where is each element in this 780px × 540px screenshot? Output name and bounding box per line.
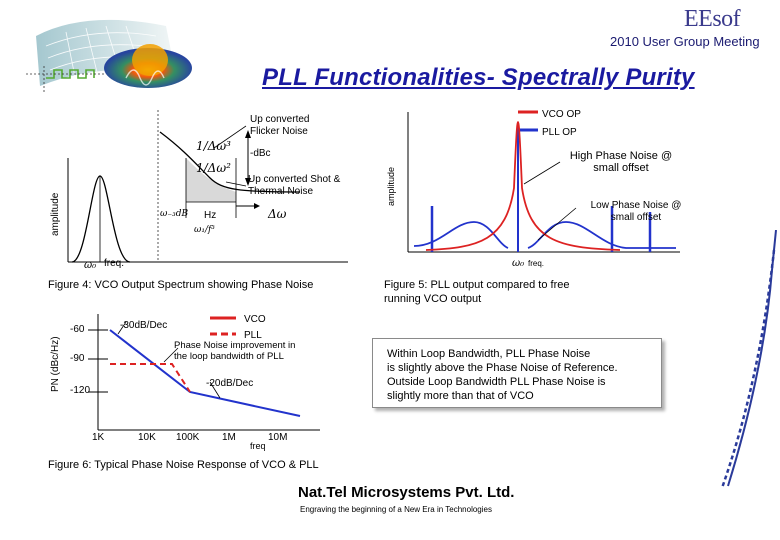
fig4-y-axis-label: amplitude: [50, 192, 61, 236]
fig5-caption: Figure 5: PLL output compared to free run…: [384, 279, 570, 305]
svg-text:ω₀: ω₀: [84, 260, 96, 271]
brand-logo: EEsof: [684, 6, 741, 32]
fig6-ytick-2: -90: [70, 353, 85, 364]
fig5-high-pn-label: High Phase Noise @ small offset: [569, 150, 673, 174]
diagonal-swoosh-icon: [720, 230, 777, 489]
svg-text:ω₋₃dB: ω₋₃dB: [160, 209, 188, 219]
fig6-y-axis-label: PN (dBc/Hz): [50, 336, 61, 392]
meeting-title: 2010 User Group Meeting: [610, 34, 760, 49]
company-tagline: Engraving the beginning of a New Era in …: [300, 505, 492, 514]
fig6-legend: VCO PLL: [244, 314, 266, 341]
fig4-caption: Figure 4: VCO Output Spectrum showing Ph…: [48, 279, 314, 291]
fig6-xtick-2: 10K: [138, 432, 156, 443]
figure4-plot: 1/Δω³ 1/Δω² Δω ω₋₃dB ω₁/f³ ω₀: [67, 110, 348, 271]
svg-text:Δω: Δω: [267, 207, 287, 221]
fig5-freq-label: freq.: [528, 259, 545, 268]
fig6-xtick-1: 1K: [92, 432, 105, 443]
fig6-xtick-3: 100K: [176, 432, 200, 443]
fig6-improvement-label: Phase Noise improvement in the loop bandw…: [174, 340, 296, 362]
fig5-legend: VCO OP PLL OP: [542, 109, 581, 138]
logo-graphic-icon: [26, 19, 192, 94]
fig6-x-label: freq: [250, 441, 266, 451]
fig6-xtick-4: 1M: [222, 432, 236, 443]
fig6-slope-30: -30dB/Dec: [120, 320, 168, 331]
loop-bandwidth-note: Within Loop Bandwidth, PLL Phase Noise is…: [372, 338, 662, 408]
fig5-y-axis-label: amplitude: [386, 166, 396, 206]
fig6-xtick-5: 10M: [268, 432, 288, 443]
fig6-ytick-3: -120: [70, 385, 91, 396]
fig6-caption: Figure 6: Typical Phase Noise Response o…: [48, 459, 319, 471]
figure5-plot: ω₀: [407, 110, 680, 269]
fig4-hz-label: Hz: [204, 210, 217, 221]
fig6-slope-20: -20dB/Dec: [206, 378, 254, 389]
fig4-shot-noise-label: Up converted Shot & Thermal Noise: [248, 174, 341, 197]
fig5-low-pn-label: Low Phase Noise @ small offset: [590, 200, 682, 223]
svg-text:ω₀: ω₀: [512, 258, 524, 269]
svg-text:ω₁/f³: ω₁/f³: [194, 225, 215, 235]
fig4-flicker-label: Up converted Flicker Noise: [250, 114, 310, 137]
company-name: Nat.Tel Microsystems Pvt. Ltd.: [298, 484, 515, 501]
figure6-plot: [88, 314, 320, 431]
svg-text:1/Δω³: 1/Δω³: [196, 139, 231, 153]
fig4-dbc-label: -dBc: [250, 148, 271, 159]
fig4-freq-label: freq.: [104, 258, 125, 269]
fig6-ytick-1: -60: [70, 324, 85, 335]
page-title: PLL Functionalities- Spectrally Purity: [262, 64, 695, 91]
svg-text:1/Δω²: 1/Δω²: [196, 161, 231, 175]
